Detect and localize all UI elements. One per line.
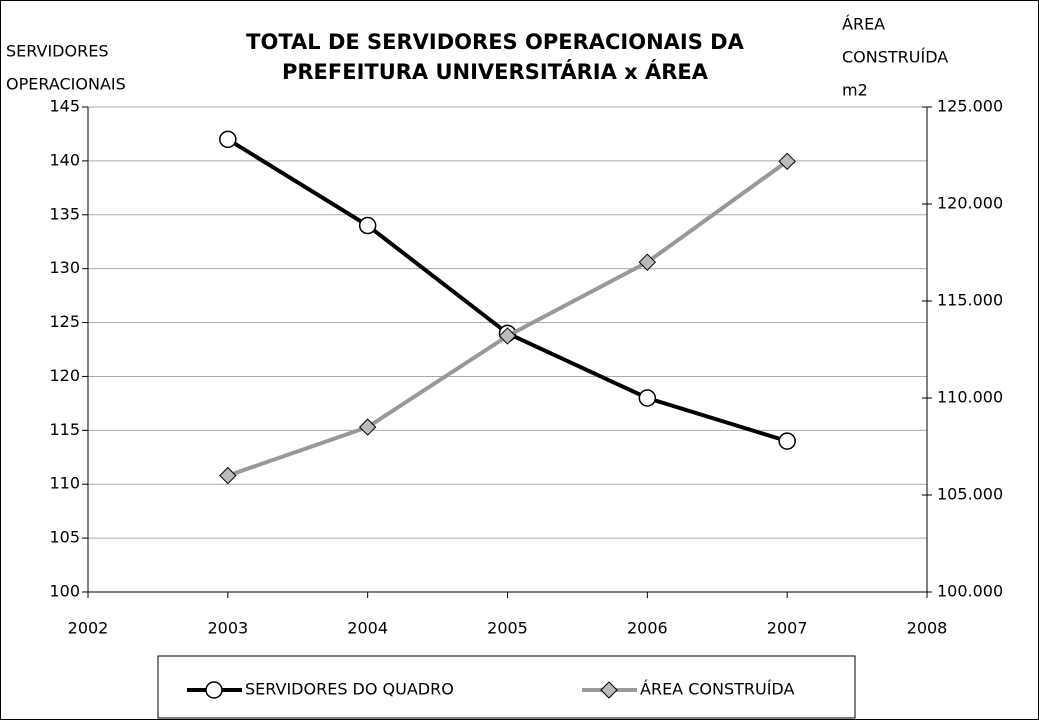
legend-label: SERVIDORES DO QUADRO [245,680,454,699]
y2-tick-label: 100.000 [937,582,1003,601]
x-tick-label: 2008 [907,619,948,638]
x-tick-label: 2002 [68,619,109,638]
chart-title: PREFEITURA UNIVERSITÁRIA x ÁREA [282,59,709,84]
y-tick-label: 120 [49,366,80,385]
marker [358,216,377,235]
y2-tick-label: 120.000 [937,194,1003,213]
marker [778,152,796,171]
chart-title: TOTAL DE SERVIDORES OPERACIONAIS DA [246,30,744,54]
marker [219,130,237,149]
x-tick-label: 2003 [207,619,248,638]
y-tick-label: 115 [49,420,80,439]
x-tick-label: 2005 [487,619,528,638]
marker [358,418,377,436]
x-tick-label: 2007 [767,619,808,638]
y-axis-label: SERVIDORES [6,42,108,61]
x-tick-label: 2006 [627,619,668,638]
legend-label: ÁREA CONSTRUÍDA [640,680,794,699]
y-tick-label: 100 [49,582,80,601]
y2-axis-label: ÁREA [842,15,885,34]
y-tick-label: 105 [49,528,80,547]
y2-tick-label: 125.000 [937,97,1003,116]
y2-axis-label: m2 [842,81,868,100]
legend-box [157,655,856,719]
y2-tick-label: 110.000 [937,388,1003,407]
y-tick-label: 145 [49,97,80,116]
y-tick-label: 125 [49,312,80,331]
marker [638,253,657,271]
y-tick-label: 110 [49,474,80,493]
legend-marker [205,681,223,699]
marker [498,327,517,345]
y-tick-label: 135 [49,204,80,223]
x-tick-label: 2004 [347,619,388,638]
marker [778,432,796,450]
y-tick-label: 130 [49,258,80,277]
y-axis-label: OPERACIONAIS [6,75,126,94]
marker [638,389,657,407]
y2-tick-label: 105.000 [937,485,1003,504]
y-tick-label: 140 [49,150,80,169]
legend-marker [600,681,618,699]
y2-tick-label: 115.000 [937,291,1003,310]
marker [219,466,237,485]
y2-axis-label: CONSTRUÍDA [842,48,948,67]
